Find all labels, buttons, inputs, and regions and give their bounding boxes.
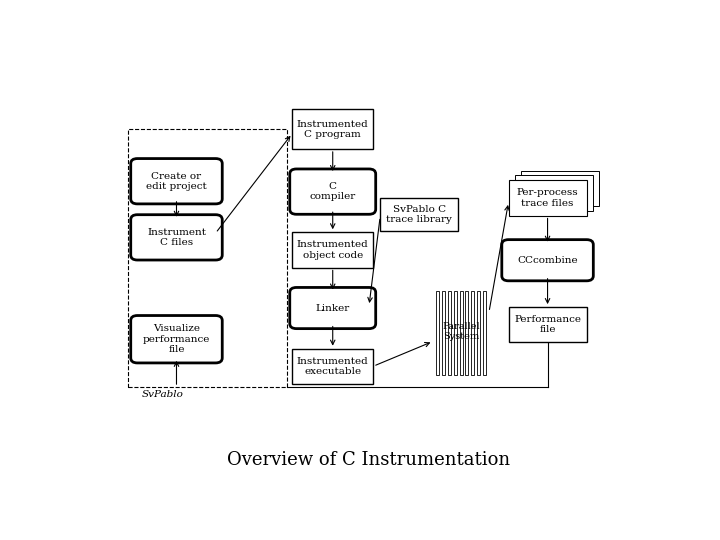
Text: Performance
file: Performance file [514, 315, 581, 334]
Bar [508, 307, 587, 342]
Text: SvPablo C
trace library: SvPablo C trace library [387, 205, 452, 224]
Text: Visualize
performance
file: Visualize performance file [143, 325, 210, 354]
Text: Per-process
trace files: Per-process trace files [517, 188, 578, 207]
FancyBboxPatch shape [502, 240, 593, 281]
Bar [465, 292, 469, 375]
Bar [128, 129, 287, 387]
FancyBboxPatch shape [131, 215, 222, 260]
Text: Instrumented
C program: Instrumented C program [297, 119, 369, 139]
Text: Create or
edit project: Create or edit project [146, 172, 207, 191]
FancyBboxPatch shape [289, 169, 376, 214]
Text: Linker: Linker [315, 303, 350, 313]
Bar [292, 110, 373, 149]
Bar [454, 292, 456, 375]
Text: SvPablo: SvPablo [141, 390, 183, 399]
Bar [292, 349, 373, 384]
Text: Parallel
System: Parallel System [442, 322, 480, 341]
Bar [521, 171, 599, 206]
Bar [516, 175, 593, 211]
Text: CCcombine: CCcombine [517, 256, 578, 265]
FancyBboxPatch shape [289, 287, 376, 329]
Bar [459, 292, 463, 375]
Text: Instrumented
object code: Instrumented object code [297, 240, 369, 260]
Text: Instrument
C files: Instrument C files [147, 228, 206, 247]
Bar [380, 198, 459, 231]
Text: Overview of C Instrumentation: Overview of C Instrumentation [228, 451, 510, 469]
FancyBboxPatch shape [131, 159, 222, 204]
Bar [442, 292, 445, 375]
Bar [477, 292, 480, 375]
Bar [292, 232, 373, 267]
Text: C
compiler: C compiler [310, 182, 356, 201]
Bar [448, 292, 451, 375]
FancyBboxPatch shape [131, 315, 222, 363]
Bar [483, 292, 486, 375]
Bar [472, 292, 474, 375]
Bar [436, 292, 439, 375]
Text: Instrumented
executable: Instrumented executable [297, 356, 369, 376]
Bar [508, 180, 587, 215]
